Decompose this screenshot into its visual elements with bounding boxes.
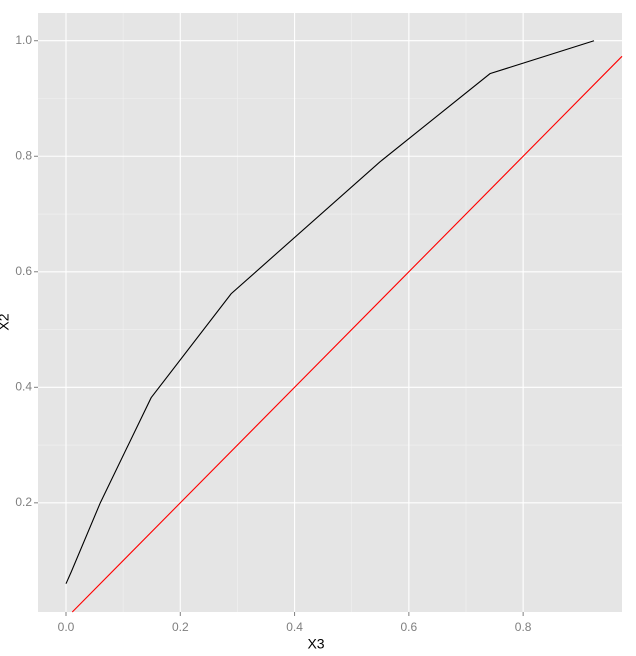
panel (38, 13, 622, 612)
y-axis-title: X2 (0, 313, 12, 330)
y-tick-label: 0.4 (15, 379, 32, 393)
x-tick-label: 0.6 (401, 620, 418, 634)
line (71, 55, 623, 613)
y-tick-label: 0.6 (15, 264, 32, 278)
y-tick-label: 0.2 (15, 495, 32, 509)
x-tick-label: 0.8 (515, 620, 532, 634)
x-tick-label: 0.4 (286, 620, 303, 634)
x-tick-label: 0.0 (58, 620, 75, 634)
grid (38, 13, 622, 612)
x-axis-title: X3 (307, 636, 324, 652)
y-tick-label: 0.8 (15, 148, 32, 162)
x-tick-label: 0.2 (172, 620, 189, 634)
marks (65, 40, 623, 613)
y-tick-label: 1.0 (15, 33, 32, 47)
line (65, 40, 595, 584)
